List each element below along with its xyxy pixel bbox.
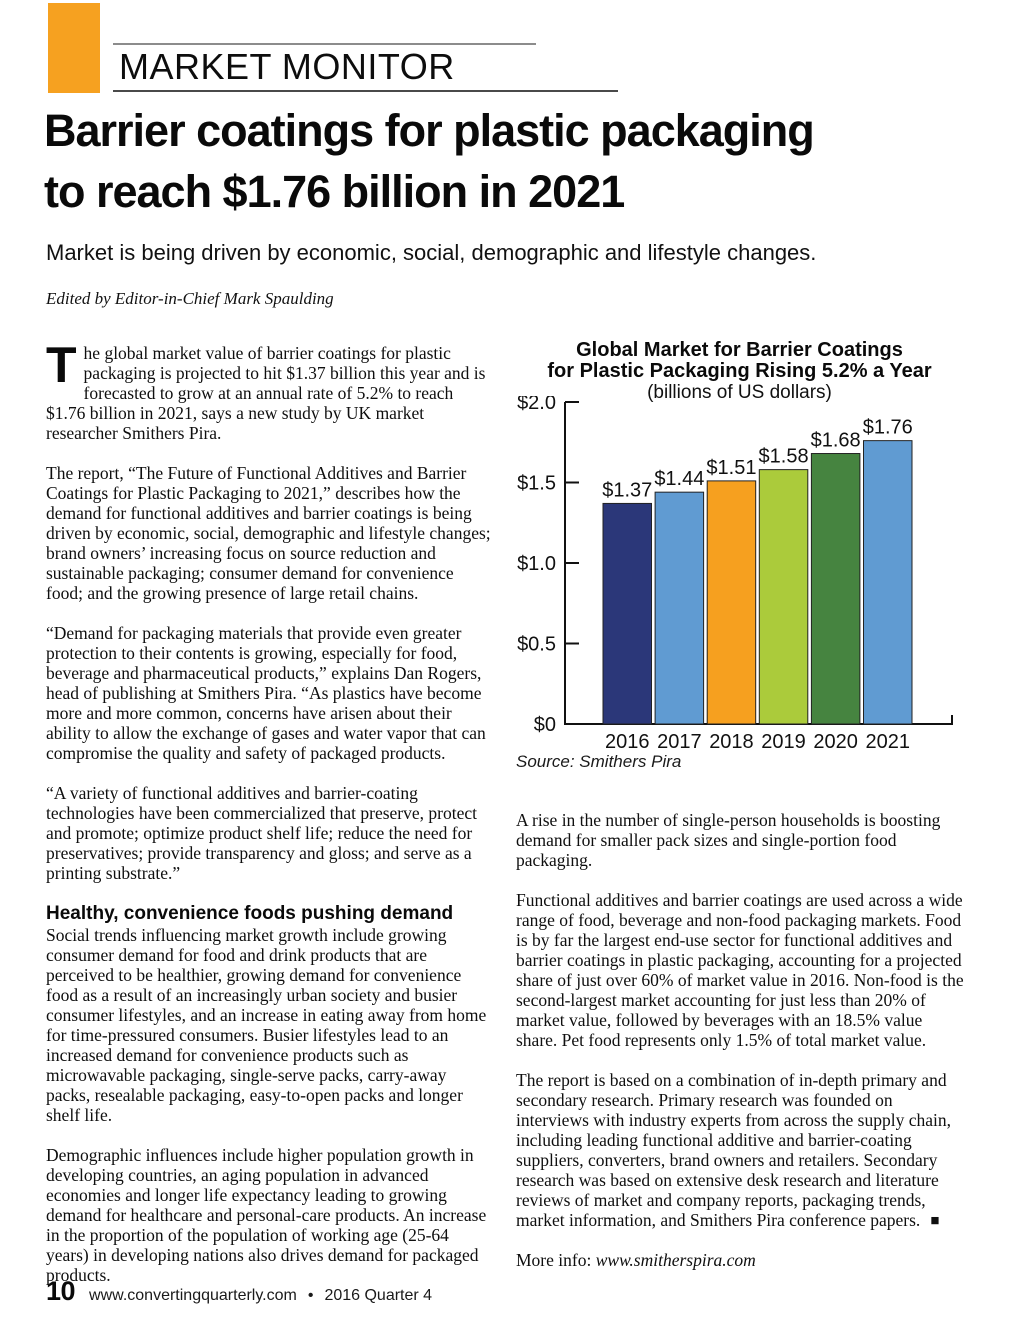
svg-text:$1.51: $1.51 <box>706 457 756 479</box>
article-byline: Edited by Editor-in-Chief Mark Spaulding <box>46 289 334 308</box>
paragraph: Social trends influencing market growth … <box>46 925 487 1125</box>
bar-chart: Global Market for Barrier Coatings for P… <box>516 340 963 808</box>
svg-text:$1.0: $1.0 <box>517 553 556 575</box>
section-subhead: Healthy, convenience foods pushing deman… <box>46 903 454 924</box>
chart-subtitle: (billions of US dollars) <box>647 382 832 403</box>
svg-text:$0.5: $0.5 <box>517 634 556 656</box>
svg-text:2018: 2018 <box>709 731 754 750</box>
chart-source: Source: Smithers Pira <box>516 752 682 771</box>
page-footer: 10 www.convertingquarterly.com • 2016 Qu… <box>46 1276 746 1307</box>
paragraph: A rise in the number of single-person ho… <box>516 810 941 870</box>
svg-text:$1.76: $1.76 <box>863 417 913 439</box>
more-info-label: More info: <box>516 1250 596 1270</box>
accent-orange-block <box>48 3 100 93</box>
chart-title-line1: Global Market for Barrier Coatings <box>576 339 903 361</box>
paragraph: Functional additives and barrier coating… <box>516 890 966 1050</box>
svg-text:2016: 2016 <box>605 731 650 750</box>
footer-site-link[interactable]: www.convertingquarterly.com <box>89 1287 297 1304</box>
article-title: Barrier coatings for plastic packaging t… <box>44 100 994 222</box>
svg-text:2017: 2017 <box>657 731 702 750</box>
svg-text:$0: $0 <box>534 714 556 736</box>
paragraph-text: The report is based on a combination of … <box>516 1070 951 1230</box>
paragraph-text: Functional additives and barrier coating… <box>516 890 964 1050</box>
svg-text:$1.5: $1.5 <box>517 473 556 495</box>
chart-title-line2: for Plastic Packaging Rising 5.2% a Year <box>547 360 932 382</box>
paragraph: The report is based on a combination of … <box>516 1070 966 1230</box>
kicker-rule-top <box>113 43 536 45</box>
svg-text:2021: 2021 <box>866 731 911 750</box>
kicker-rule-bottom <box>113 90 618 92</box>
article-title-line1: Barrier coatings for plastic packaging <box>44 105 815 156</box>
svg-text:$2.0: $2.0 <box>517 396 556 414</box>
svg-text:2020: 2020 <box>813 731 858 750</box>
article-title-line2: to reach $1.76 billion in 2021 <box>44 166 625 217</box>
drop-cap: T <box>46 337 77 393</box>
paragraph-text: he global market value of barrier coatin… <box>46 343 486 443</box>
section-kicker: MARKET MONITOR <box>119 46 455 87</box>
article-deck: Market is being driven by economic, soci… <box>46 240 817 265</box>
chart-plot: $0 $0.5 $1.0 $1.5 $2.0 $1.37 2016 $1.44 2017 $1.5… <box>517 396 953 750</box>
article-end-mark: ■ <box>930 1213 940 1229</box>
right-column: A rise in the number of single-person ho… <box>516 810 966 1290</box>
svg-text:$1.44: $1.44 <box>654 468 704 490</box>
paragraph: The report, “The Future of Functional Ad… <box>46 463 491 603</box>
svg-text:$1.58: $1.58 <box>759 446 809 468</box>
svg-text:$1.68: $1.68 <box>811 430 861 452</box>
footer-separator: • <box>307 1287 314 1304</box>
more-info-link[interactable]: www.smitherspira.com <box>595 1250 756 1270</box>
svg-text:$1.37: $1.37 <box>602 479 652 501</box>
paragraph: Demographic influences include higher po… <box>46 1145 487 1285</box>
paragraph: “Demand for packaging materials that pro… <box>46 623 486 763</box>
footer-issue: 2016 Quarter 4 <box>324 1287 433 1304</box>
svg-text:2019: 2019 <box>761 731 806 750</box>
more-info-line: More info: www.smitherspira.com <box>516 1250 966 1270</box>
footer-meta: www.convertingquarterly.com • 2016 Quart… <box>89 1287 432 1305</box>
paragraph: “A variety of functional additives and b… <box>46 783 477 883</box>
page-number: 10 <box>46 1276 76 1306</box>
